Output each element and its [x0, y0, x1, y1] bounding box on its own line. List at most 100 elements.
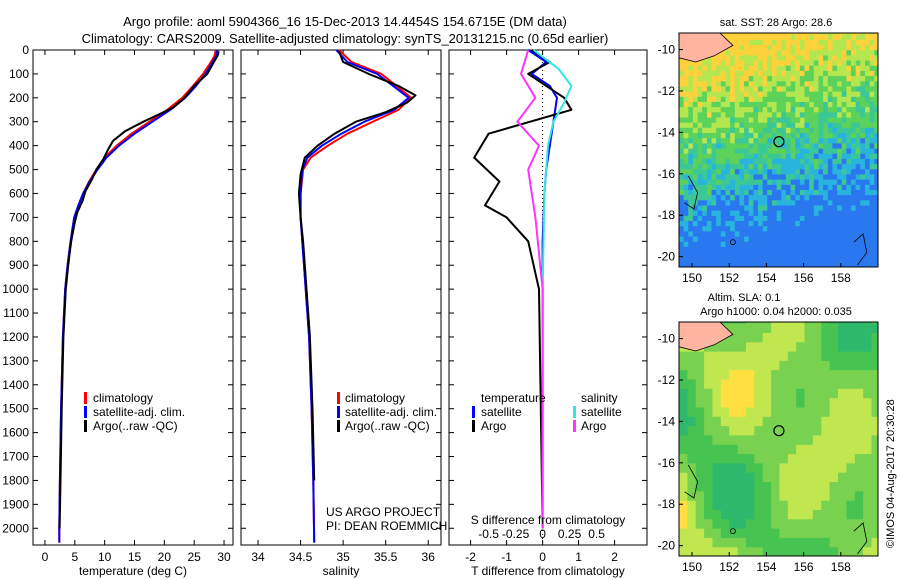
heatmap-cell — [679, 106, 685, 113]
heatmap-cell — [716, 127, 722, 133]
heatmap-cell — [720, 528, 730, 538]
heatmap-cell — [846, 173, 852, 180]
heatmap-cell — [725, 33, 731, 35]
heatmap-cell — [711, 122, 717, 128]
heatmap-cell — [809, 59, 815, 66]
heatmap-cell — [860, 199, 866, 206]
heatmap-cell — [795, 59, 801, 66]
heatmap-cell — [744, 184, 750, 190]
heatmap-cell — [720, 158, 726, 165]
heatmap-cell — [753, 225, 759, 232]
heatmap-cell — [846, 332, 856, 343]
heatmap-cell — [776, 179, 782, 185]
heatmap-cell — [781, 96, 787, 102]
x-tick-label: 0 — [42, 550, 49, 564]
heatmap-cell — [827, 132, 833, 139]
heatmap-cell — [813, 106, 819, 113]
heatmap-cell — [855, 39, 861, 45]
heatmap-cell — [758, 189, 764, 196]
heatmap-cell — [720, 230, 726, 237]
heatmap-cell — [720, 179, 726, 185]
heatmap-cell — [730, 54, 736, 61]
heatmap-cell — [832, 33, 838, 35]
heatmap-cell — [725, 173, 731, 180]
heatmap-cell — [776, 142, 782, 149]
heatmap-cell — [758, 116, 764, 123]
heatmap-cell — [758, 34, 764, 40]
heatmap-cell — [821, 490, 831, 501]
heatmap-cell — [776, 230, 782, 237]
heatmap-cell — [785, 116, 792, 123]
heatmap-cell — [855, 230, 861, 237]
heatmap-cell — [725, 85, 731, 92]
heatmap-cell — [838, 453, 847, 464]
heatmap-cell — [687, 546, 697, 556]
heatmap-cell — [746, 434, 755, 445]
heatmap-cell — [704, 528, 714, 538]
heatmap-cell — [734, 75, 740, 82]
heatmap-cell — [785, 33, 792, 35]
heatmap-cell — [823, 168, 829, 175]
heatmap-cell — [688, 163, 694, 170]
heatmap-cell — [823, 163, 829, 170]
sst-heatmap-cells — [679, 33, 878, 267]
heatmap-cell — [813, 75, 819, 82]
temperature-frame — [32, 49, 234, 546]
heatmap-cell — [767, 44, 773, 51]
heatmap-cell — [730, 184, 736, 190]
heatmap-cell — [692, 132, 699, 139]
heatmap-cell — [874, 122, 878, 128]
heatmap-cell — [837, 153, 843, 159]
heatmap-cell — [720, 434, 730, 445]
heatmap-cell — [865, 241, 871, 247]
heatmap-cell — [776, 39, 782, 45]
heatmap-cell — [818, 111, 824, 118]
heatmap-cell — [679, 416, 688, 427]
heatmap-cell — [837, 210, 843, 216]
heatmap-cell — [851, 189, 857, 196]
heatmap-cell — [827, 101, 833, 108]
heatmap-cell — [762, 65, 768, 71]
heatmap-cell — [855, 163, 861, 170]
heatmap-cell — [683, 147, 689, 154]
heatmap-cell — [748, 204, 754, 211]
heatmap-cell — [772, 132, 778, 139]
heatmap-cell — [729, 444, 739, 455]
heatmap-cell — [679, 59, 685, 66]
heatmap-cell — [730, 173, 736, 180]
heatmap-cell — [679, 153, 685, 159]
heatmap-cell — [772, 173, 778, 180]
heatmap-cell — [860, 163, 866, 170]
heatmap-cell — [679, 91, 685, 97]
heatmap-cell — [711, 189, 717, 196]
heatmap-cell — [837, 251, 843, 258]
heatmap-cell — [838, 360, 847, 371]
y-tick-label: 1000 — [2, 282, 29, 296]
heatmap-cell — [729, 500, 739, 510]
heatmap-cell — [832, 199, 838, 206]
heatmap-cell — [809, 85, 815, 92]
heatmap-cell — [758, 54, 764, 61]
heatmap-cell — [863, 518, 873, 529]
heatmap-cell — [874, 65, 878, 71]
heatmap-cell — [829, 537, 839, 548]
heatmap-cell — [874, 194, 878, 201]
map-y-tick-label: -12 — [658, 373, 676, 387]
heatmap-cell — [809, 111, 815, 118]
heatmap-cell — [832, 54, 838, 61]
heatmap-cell — [827, 241, 833, 247]
heatmap-cell — [809, 204, 815, 211]
heatmap-cell — [841, 122, 847, 128]
heatmap-cell — [823, 70, 829, 77]
heatmap-cell — [874, 215, 878, 221]
heatmap-cell — [679, 261, 685, 267]
heatmap-cell — [776, 137, 782, 144]
heatmap-cell — [725, 137, 731, 144]
heatmap-cell — [744, 132, 750, 139]
heatmap-cell — [748, 54, 754, 61]
heatmap-cell — [776, 122, 782, 128]
heatmap-cell — [730, 147, 736, 154]
heatmap-cell — [813, 65, 819, 71]
heatmap-cell — [855, 241, 861, 247]
heatmap-cell — [754, 434, 764, 445]
